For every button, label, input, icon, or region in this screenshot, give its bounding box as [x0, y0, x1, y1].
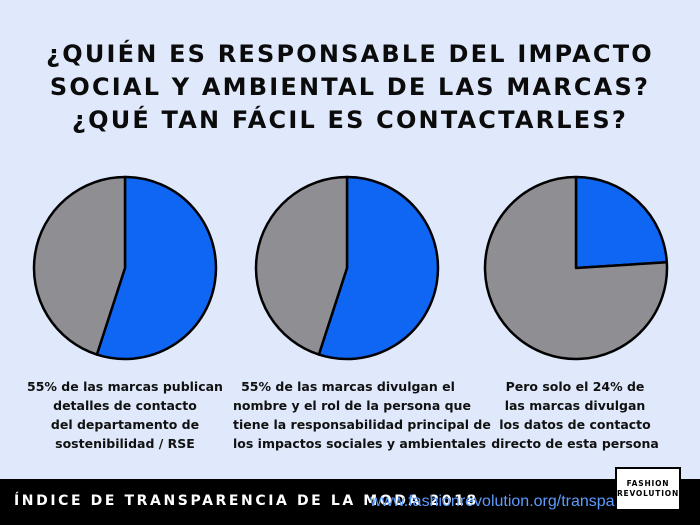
- pie-1-slice-2: [32, 175, 127, 356]
- pie-charts: [32, 175, 669, 361]
- caption-1: 55% de las marcas publican detalles de c…: [10, 377, 240, 453]
- pie-1-slice-1: [95, 175, 218, 361]
- caption-1-line-4: sostenibilidad / RSE: [55, 436, 195, 451]
- title-line-3: ¿QUÉ TAN FÁCIL ES CONTACTARLES?: [72, 106, 628, 134]
- pie-2-slice-1: [317, 175, 440, 361]
- page-title: ¿QUIÉN ES RESPONSABLE DEL IMPACTO SOCIAL…: [0, 38, 700, 137]
- caption-3: Pero solo el 24% de las marcas divulgan …: [460, 377, 690, 453]
- caption-2-line-3: tiene la responsabilidad principal de: [233, 417, 491, 432]
- caption-3-line-4: directo de esta persona: [491, 436, 659, 451]
- caption-1-line-3: del departamento de: [50, 417, 200, 432]
- caption-1-line-1: 55% de las marcas publican: [27, 379, 223, 394]
- caption-2: 55% de las marcas divulgan el nombre y e…: [233, 377, 491, 453]
- pie-3-slice-1: [574, 175, 669, 270]
- pie-3-slice-2: [483, 175, 669, 361]
- title-line-2: SOCIAL Y AMBIENTAL DE LAS MARCAS?: [49, 73, 651, 101]
- fashion-revolution-logo: FASHION REVOLUTION: [615, 467, 681, 511]
- caption-2-line-1: 55% de las marcas divulgan el: [241, 379, 455, 394]
- caption-2-line-2: nombre y el rol de la persona que: [233, 398, 471, 413]
- caption-1-line-2: detalles de contacto: [53, 398, 197, 413]
- caption-2-line-4: los impactos sociales y ambientales: [233, 436, 487, 451]
- caption-3-line-3: los datos de contacto: [499, 417, 651, 432]
- pie-2-slice-2: [254, 175, 349, 356]
- footer-title: ÍNDICE DE TRANSPARENCIA DE LA MODA 2018: [14, 493, 479, 509]
- title-line-1: ¿QUIÉN ES RESPONSABLE DEL IMPACTO: [46, 40, 654, 68]
- caption-3-line-1: Pero solo el 24% de: [505, 379, 645, 394]
- logo-line-2: REVOLUTION: [616, 489, 680, 498]
- footer-url-link[interactable]: www.fashionrevolution.org/transparency: [370, 493, 654, 510]
- footer-bar: ÍNDICE DE TRANSPARENCIA DE LA MODA 2018 …: [0, 479, 700, 525]
- caption-3-line-2: las marcas divulgan: [504, 398, 646, 413]
- logo-line-1: FASHION: [626, 479, 670, 488]
